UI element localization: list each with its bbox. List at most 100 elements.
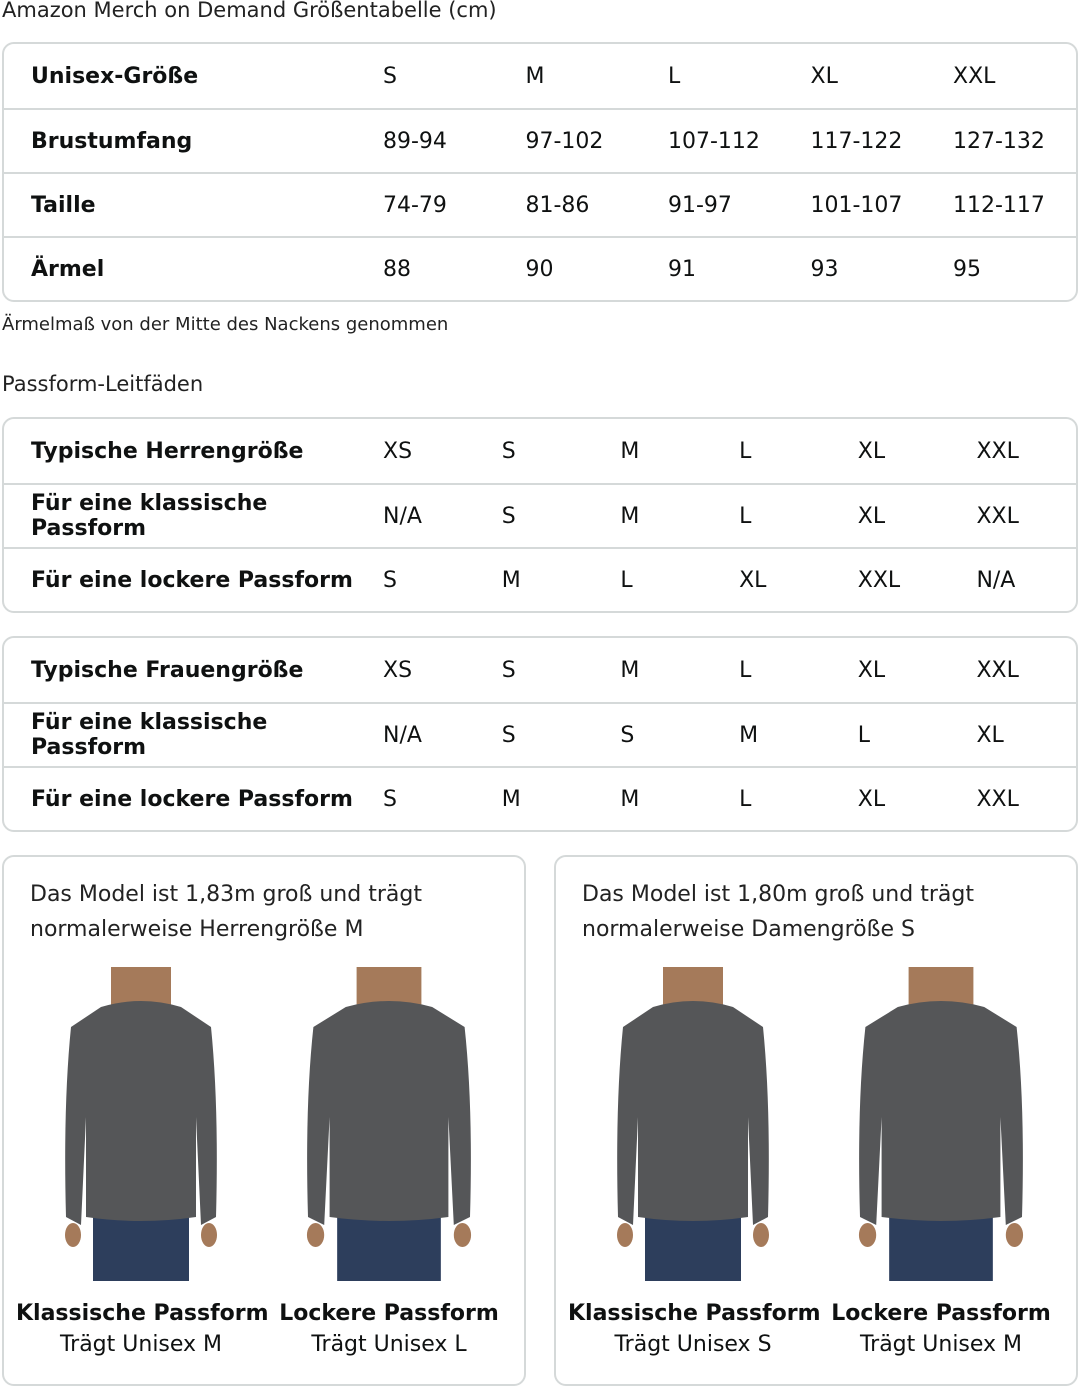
table-cell: S: [501, 657, 516, 683]
table-cell: M: [620, 438, 640, 464]
row-label: Typische Frauengröße: [31, 657, 304, 683]
table-cell: 81-86: [525, 192, 590, 218]
table-cell: N/A: [383, 503, 422, 529]
model-caption: Das Model ist 1,83m groß und trägt normal…: [30, 882, 422, 942]
row-label: Typische Herrengröße: [31, 438, 304, 464]
table-cell: 88: [383, 256, 411, 282]
table-cell: XL: [857, 786, 886, 812]
fit-size: Trägt Unisex M: [859, 1332, 1023, 1357]
table-cell: N/A: [976, 567, 1016, 593]
table-row: Für eine klassische Passform N/A S S M L XL: [4, 702, 1076, 766]
row-label: Brustumfang: [31, 128, 193, 154]
table-row: Für eine lockere Passform S M L XL XXL N/A: [4, 547, 1076, 611]
table-cell: XS: [383, 438, 413, 464]
table-cell: 74-79: [383, 192, 447, 218]
table-cell: M: [739, 722, 759, 748]
table-cell: S: [501, 722, 516, 748]
table-cell: S: [383, 567, 397, 593]
fit-name: Klassische Passform: [16, 1301, 269, 1326]
fit-size: Trägt Unisex S: [614, 1332, 772, 1357]
table-cell: L: [668, 63, 681, 89]
table-row: Typische Herrengröße XS S M L XL XXL: [4, 419, 1076, 483]
table-cell: M: [501, 786, 521, 812]
table-cell: M: [620, 657, 640, 683]
fit-name: Lockere Passform: [279, 1301, 499, 1326]
fit-name: Lockere Passform: [831, 1301, 1051, 1326]
table-row: Für eine lockere Passform S M M L XL XXL: [4, 766, 1076, 830]
table-cell: N/A: [383, 722, 422, 748]
table-row: Taille 74-79 81-86 91-97 101-107 112-117: [4, 172, 1076, 236]
men-model-card: Das Model ist 1,83m groß und trägt normal…: [2, 855, 526, 1386]
table-cell: L: [739, 657, 752, 683]
table-cell: 93: [810, 256, 839, 282]
row-label: Taille: [31, 192, 96, 218]
table-cell: S: [383, 63, 397, 89]
table-cell: XL: [976, 722, 1004, 748]
model-figure: Lockere Passform Trägt Unisex M: [816, 967, 1066, 1357]
table-cell: XS: [383, 657, 413, 683]
table-cell: M: [501, 567, 521, 593]
table-cell: XL: [810, 63, 838, 89]
table-cell: 95: [953, 256, 981, 282]
table-cell: 89-94: [383, 128, 447, 154]
women-model-card: Das Model ist 1,80m groß und trägt normal…: [554, 855, 1078, 1386]
row-label: Für eine klassische Passform: [31, 710, 268, 760]
table-cell: L: [857, 722, 871, 748]
table-cell: S: [620, 722, 635, 748]
women-fit-table: Typische Frauengröße XS S M L XL XXL Für eine k…: [2, 636, 1078, 832]
table-cell: L: [620, 567, 633, 593]
row-label: Für eine lockere Passform: [31, 567, 353, 593]
table-cell: 127-132: [953, 128, 1045, 154]
table-cell: M: [525, 63, 545, 89]
table-cell: 101-107: [810, 192, 903, 218]
table-cell: XL: [857, 503, 886, 529]
table-cell: S: [383, 786, 397, 812]
table-cell: 91-97: [668, 192, 732, 218]
table-row: Brustumfang 89-94 97-102 107-112 117-122 127-…: [4, 108, 1076, 172]
row-label: Unisex-Größe: [31, 63, 199, 89]
page-title: Amazon Merch on Demand Größentabelle (cm…: [2, 0, 497, 22]
model-photo: [858, 967, 1024, 1281]
table-row: Typische Frauengröße XS S M L XL XXL: [4, 638, 1076, 702]
table-cell: S: [501, 503, 516, 529]
table-cell: 117-122: [810, 128, 903, 154]
table-cell: XXL: [976, 657, 1019, 683]
table-cell: XL: [739, 567, 767, 593]
table-cell: L: [739, 786, 752, 812]
row-label: Für eine klassische Passform: [31, 491, 268, 541]
table-cell: 107-112: [668, 128, 760, 154]
table-cell: XXL: [976, 786, 1019, 812]
table-row: Für eine klassische Passform N/A S M L XL XXL: [4, 483, 1076, 547]
men-fit-table: Typische Herrengröße XS S M L XL XXL Für eine k…: [2, 417, 1078, 613]
model-photo: [65, 967, 217, 1281]
table-cell: L: [739, 503, 752, 529]
model-photo: [617, 967, 769, 1281]
fit-guide-title: Passform-Leitfäden: [2, 372, 204, 396]
table-row: Ärmel 88 90 91 93 95: [4, 236, 1076, 300]
fit-size: Trägt Unisex L: [311, 1332, 467, 1357]
table-cell: M: [620, 786, 640, 812]
fit-size: Trägt Unisex M: [59, 1332, 223, 1357]
model-photo: [306, 967, 472, 1281]
table-cell: XXL: [976, 503, 1019, 529]
model-figure: Klassische Passform Trägt Unisex M: [16, 967, 269, 1357]
model-figure: Lockere Passform Trägt Unisex L: [264, 967, 514, 1357]
table-cell: 90: [525, 256, 554, 282]
fit-name: Klassische Passform: [568, 1301, 821, 1326]
table-row: Unisex-Größe S M L XL XXL: [4, 44, 1076, 108]
table-cell: XXL: [857, 567, 901, 593]
table-cell: XL: [857, 657, 886, 683]
row-label: Ärmel: [31, 256, 105, 282]
table-cell: XXL: [976, 438, 1019, 464]
model-figure: Klassische Passform Trägt Unisex S: [568, 967, 821, 1357]
table-cell: XL: [857, 438, 886, 464]
table-cell: XXL: [953, 63, 996, 89]
table-cell: M: [620, 503, 640, 529]
table-cell: L: [739, 438, 752, 464]
table-cell: 97-102: [525, 128, 604, 154]
table-cell: 91: [668, 256, 696, 282]
row-label: Für eine lockere Passform: [31, 786, 353, 812]
size-table: Unisex-Größe S M L XL XXL Brustumfang 89-94 97-1…: [2, 42, 1078, 302]
table-cell: 112-117: [953, 192, 1045, 218]
table-cell: S: [501, 438, 516, 464]
